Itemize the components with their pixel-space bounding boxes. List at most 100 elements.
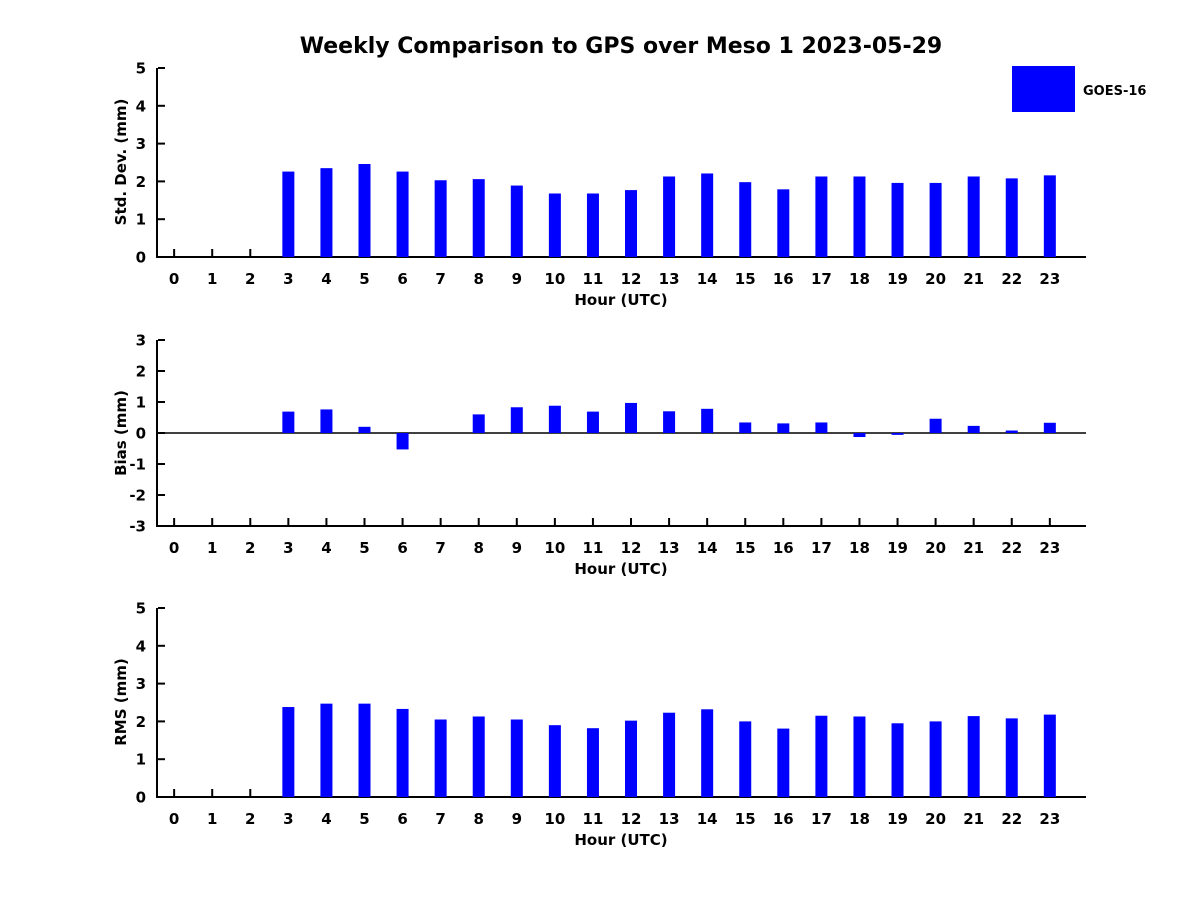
y-tick-label: 1 [136, 211, 146, 229]
rms-y-axis-label: RMS (mm) [112, 658, 130, 745]
x-tick-label: 8 [474, 270, 484, 288]
x-tick-label: 6 [397, 810, 407, 828]
x-tick-label: 6 [397, 270, 407, 288]
y-tick-label: 3 [136, 332, 146, 350]
x-tick-label: 21 [963, 270, 984, 288]
x-tick-label: 2 [245, 810, 255, 828]
bar-hour-10 [548, 725, 561, 797]
bar-hour-16 [777, 189, 790, 257]
bar-hour-8 [472, 414, 485, 433]
y-tick-label: 1 [136, 394, 146, 412]
x-tick-label: 1 [207, 539, 217, 557]
x-tick-label: 13 [659, 270, 680, 288]
y-tick-label: 3 [136, 135, 146, 153]
bar-hour-19 [891, 182, 904, 257]
x-tick-label: 14 [697, 539, 718, 557]
bar-hour-7 [434, 719, 447, 797]
legend-label: GOES-16 [1083, 84, 1146, 99]
y-tick-label: 4 [136, 97, 146, 115]
y-tick-label: 2 [136, 713, 146, 731]
x-tick-label: 17 [811, 810, 832, 828]
y-tick-label: -1 [129, 456, 146, 474]
x-tick-label: 8 [474, 539, 484, 557]
y-tick-label: 5 [136, 60, 146, 78]
x-tick-label: 18 [849, 270, 870, 288]
bar-hour-16 [777, 423, 790, 433]
bar-hour-22 [1005, 718, 1018, 797]
bar-hour-12 [625, 402, 638, 433]
x-tick-label: 15 [735, 270, 756, 288]
x-tick-label: 12 [621, 270, 642, 288]
x-tick-label: 9 [512, 270, 522, 288]
x-tick-label: 10 [544, 539, 565, 557]
bar-hour-6 [396, 708, 409, 797]
x-tick-label: 11 [583, 810, 604, 828]
x-tick-label: 13 [659, 810, 680, 828]
y-tick-label: 2 [136, 363, 146, 381]
x-tick-label: 23 [1039, 810, 1060, 828]
stddev-x-axis-label: Hour (UTC) [574, 291, 667, 309]
bar-hour-20 [929, 182, 942, 257]
x-tick-label: 2 [245, 270, 255, 288]
bar-hour-18 [853, 433, 866, 438]
bar-hour-14 [701, 709, 714, 797]
x-tick-label: 5 [359, 270, 369, 288]
x-tick-label: 17 [811, 539, 832, 557]
bar-hour-6 [396, 171, 409, 257]
x-tick-label: 21 [963, 539, 984, 557]
bar-hour-23 [1043, 714, 1056, 797]
bar-hour-22 [1005, 430, 1018, 433]
x-tick-label: 20 [925, 270, 946, 288]
y-tick-label: 1 [136, 751, 146, 769]
y-tick-label: 0 [136, 249, 146, 267]
stddev-bars [282, 164, 1056, 257]
bar-hour-10 [548, 193, 561, 257]
y-tick-label: -3 [129, 518, 146, 536]
x-tick-label: 4 [321, 270, 331, 288]
bar-hour-12 [625, 190, 638, 257]
x-tick-label: 8 [474, 810, 484, 828]
bar-hour-9 [510, 407, 523, 433]
x-tick-label: 14 [697, 810, 718, 828]
x-tick-label: 19 [887, 270, 908, 288]
x-tick-label: 18 [849, 539, 870, 557]
bar-hour-8 [472, 716, 485, 797]
x-tick-label: 4 [321, 810, 331, 828]
axis-spine [156, 608, 1086, 798]
x-tick-label: 1 [207, 270, 217, 288]
x-tick-label: 15 [735, 539, 756, 557]
x-tick-label: 22 [1001, 810, 1022, 828]
bar-hour-17 [815, 715, 828, 797]
bar-hour-9 [510, 719, 523, 797]
x-tick-label: 7 [435, 270, 445, 288]
x-tick-label: 15 [735, 810, 756, 828]
bar-hour-20 [929, 721, 942, 797]
x-tick-label: 20 [925, 810, 946, 828]
y-tick-label: 2 [136, 173, 146, 191]
x-tick-label: 10 [544, 270, 565, 288]
rms-x-axis-label: Hour (UTC) [574, 831, 667, 849]
bar-hour-15 [739, 721, 752, 797]
bar-hour-11 [586, 411, 599, 433]
x-tick-label: 7 [435, 810, 445, 828]
bar-hour-15 [739, 422, 752, 433]
x-tick-label: 16 [773, 270, 794, 288]
bar-hour-3 [282, 171, 295, 257]
x-tick-label: 20 [925, 539, 946, 557]
x-tick-label: 5 [359, 810, 369, 828]
axis-spine [156, 340, 1086, 527]
bar-hour-23 [1043, 422, 1056, 433]
y-tick-label: 3 [136, 675, 146, 693]
bar-hour-4 [320, 168, 333, 257]
bar-hour-5 [358, 164, 371, 257]
bar-hour-13 [663, 411, 676, 433]
bar-hour-21 [967, 176, 980, 257]
x-tick-label: 11 [583, 270, 604, 288]
bar-hour-19 [891, 723, 904, 797]
bar-hour-14 [701, 408, 714, 433]
